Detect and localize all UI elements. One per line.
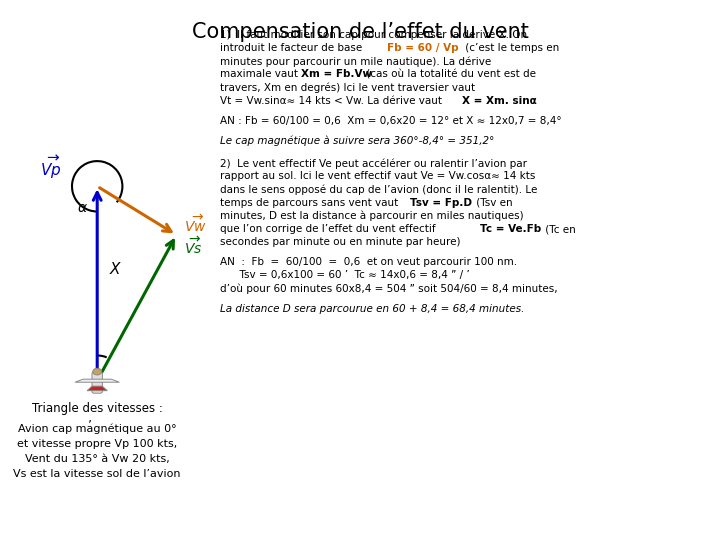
Text: La distance D sera parcourue en 60 + 8,4 = 68,4 minutes.: La distance D sera parcourue en 60 + 8,4…	[220, 303, 524, 314]
Text: Tc = Ve.Fb: Tc = Ve.Fb	[480, 224, 541, 234]
Text: rapport au sol. Ici le vent effectif vaut Ve = Vw.cosα≈ 14 kts: rapport au sol. Ici le vent effectif vau…	[220, 171, 535, 181]
Text: Vt = Vw.sinα≈ 14 kts < Vw. La dérive vaut: Vt = Vw.sinα≈ 14 kts < Vw. La dérive vau…	[220, 96, 445, 106]
Text: (c’est le temps en: (c’est le temps en	[462, 43, 559, 53]
Text: maximale vaut: maximale vaut	[220, 69, 301, 79]
Text: Triangle des vitesses :: Triangle des vitesses :	[32, 402, 163, 415]
Text: 2)  Le vent effectif Ve peut accélérer ou ralentir l’avion par: 2) Le vent effectif Ve peut accélérer ou…	[220, 158, 526, 168]
Text: temps de parcours sans vent vaut: temps de parcours sans vent vaut	[220, 198, 401, 208]
Text: secondes par minute ou en minute par heure): secondes par minute ou en minute par heu…	[220, 238, 460, 247]
Text: $\overrightarrow{Vs}$: $\overrightarrow{Vs}$	[184, 235, 202, 256]
Text: (cas où la totalité du vent est de: (cas où la totalité du vent est de	[363, 69, 536, 79]
Text: $\overrightarrow{Vw}$: $\overrightarrow{Vw}$	[184, 213, 207, 235]
Text: travers, Xm en degrés) Ici le vent traversier vaut: travers, Xm en degrés) Ici le vent trave…	[220, 83, 474, 93]
Text: Fb = 60 / Vp: Fb = 60 / Vp	[387, 43, 459, 53]
Text: AN  :  Fb  =  60/100  =  0,6  et on veut parcourir 100 nm.: AN : Fb = 60/100 = 0,6 et on veut parcou…	[220, 257, 517, 267]
Text: Tsv = 0,6x100 = 60 ’  Tc ≈ 14x0,6 = 8,4 ” / ’: Tsv = 0,6x100 = 60 ’ Tc ≈ 14x0,6 = 8,4 ”…	[220, 271, 469, 280]
Text: minutes, D est la distance à parcourir en miles nautiques): minutes, D est la distance à parcourir e…	[220, 211, 523, 221]
Text: X = Xm. sinα: X = Xm. sinα	[462, 96, 537, 106]
Circle shape	[93, 368, 102, 375]
Text: Tsv = Fp.D: Tsv = Fp.D	[410, 198, 472, 208]
Text: que l’on corrige de l’effet du vent effectif: que l’on corrige de l’effet du vent effe…	[220, 224, 438, 234]
Text: dans le sens opposé du cap de l’avion (donc il le ralentit). Le: dans le sens opposé du cap de l’avion (d…	[220, 185, 537, 195]
Text: ’: ’	[88, 418, 92, 431]
Text: X: X	[110, 262, 120, 278]
FancyBboxPatch shape	[92, 372, 102, 393]
Polygon shape	[87, 386, 107, 390]
Text: $\overrightarrow{Vp}$: $\overrightarrow{Vp}$	[40, 154, 61, 181]
Text: 1)  Il faut modifier son cap pour compenser la dérive X. On: 1) Il faut modifier son cap pour compens…	[220, 30, 527, 40]
Text: Xm = Fb.Vw: Xm = Fb.Vw	[300, 69, 372, 79]
Text: introduit le facteur de base: introduit le facteur de base	[220, 43, 365, 53]
Text: Le cap magnétique à suivre sera 360°-8,4° = 351,2°: Le cap magnétique à suivre sera 360°-8,4…	[220, 136, 494, 146]
Text: $\alpha$: $\alpha$	[77, 201, 89, 215]
Text: minutes pour parcourir un mile nautique). La dérive: minutes pour parcourir un mile nautique)…	[220, 56, 491, 66]
Text: d’où pour 60 minutes 60x8,4 = 504 ” soit 504/60 = 8,4 minutes,: d’où pour 60 minutes 60x8,4 = 504 ” soit…	[220, 284, 557, 294]
Text: (Tc en: (Tc en	[542, 224, 576, 234]
Text: (Tsv en: (Tsv en	[473, 198, 513, 208]
Text: AN : Fb = 60/100 = 0,6  Xm = 0,6x20 = 12° et X ≈ 12x0,7 = 8,4°: AN : Fb = 60/100 = 0,6 Xm = 0,6x20 = 12°…	[220, 116, 561, 126]
Polygon shape	[75, 379, 120, 382]
Text: Avion cap magnétique au 0°
et vitesse propre Vp 100 kts,
Vent du 135° à Vw 20 kt: Avion cap magnétique au 0° et vitesse pr…	[14, 424, 181, 479]
Text: Compensation de l’effet du vent: Compensation de l’effet du vent	[192, 22, 528, 42]
